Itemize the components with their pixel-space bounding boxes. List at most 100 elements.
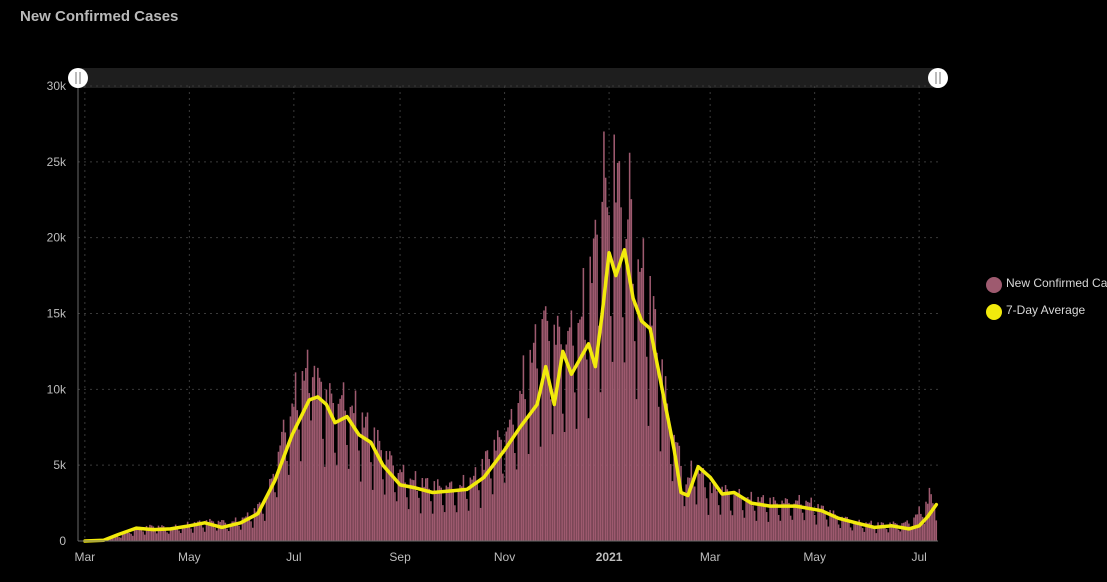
daily-bar	[438, 485, 441, 541]
range-handle-left[interactable]	[68, 68, 88, 88]
daily-bar	[454, 505, 456, 541]
daily-bar	[760, 497, 763, 541]
daily-bar	[899, 531, 902, 541]
daily-bar	[824, 512, 826, 541]
daily-bar	[548, 340, 550, 541]
daily-bar	[210, 520, 213, 541]
daily-bar	[209, 518, 211, 541]
daily-bar	[133, 529, 136, 541]
daily-bar	[908, 523, 910, 541]
daily-bar	[827, 526, 830, 541]
daily-bar	[769, 497, 771, 541]
daily-bar	[399, 469, 401, 541]
daily-bar	[214, 527, 216, 541]
legend-item-seven-day-average[interactable]: 7-Day Average	[986, 303, 1107, 320]
daily-bar	[174, 524, 177, 541]
daily-bar	[332, 402, 335, 541]
daily-bar	[784, 498, 787, 541]
daily-bar	[757, 496, 759, 541]
daily-bar	[135, 529, 138, 541]
daily-bar	[356, 433, 359, 541]
daily-bar	[219, 521, 221, 541]
daily-bar	[200, 524, 203, 541]
daily-bar	[700, 471, 703, 541]
daily-bar	[705, 498, 708, 541]
daily-bar	[709, 482, 711, 541]
daily-bar	[284, 432, 287, 541]
y-tick-label: 5k	[53, 458, 67, 472]
daily-bar	[488, 459, 490, 541]
daily-bar	[817, 504, 819, 541]
daily-bar	[435, 491, 437, 541]
daily-bar	[457, 490, 460, 541]
daily-bar	[180, 533, 182, 541]
daily-bar	[467, 510, 470, 541]
bar-swatch-icon	[986, 277, 1002, 293]
daily-bar	[484, 451, 487, 541]
daily-bar	[807, 501, 809, 541]
daily-bar	[531, 362, 533, 541]
daily-bar	[680, 465, 682, 541]
daily-bar	[870, 520, 872, 541]
daily-bar	[519, 390, 521, 541]
range-handle-right[interactable]	[928, 68, 948, 88]
daily-bar	[587, 418, 590, 541]
range-scrollbar-track[interactable]	[78, 68, 938, 88]
daily-bar	[592, 238, 595, 541]
daily-bar	[334, 452, 336, 541]
daily-bar	[421, 478, 424, 541]
daily-bar	[198, 520, 201, 541]
daily-bar	[347, 468, 350, 541]
daily-bar	[839, 528, 842, 541]
daily-bar	[466, 498, 468, 541]
daily-bar	[812, 510, 814, 541]
daily-bar	[659, 451, 662, 541]
daily-bar	[186, 521, 189, 541]
daily-bar	[611, 361, 614, 541]
y-tick-label: 25k	[47, 155, 67, 169]
legend-item-new-cases[interactable]: New Confirmed Cases	[986, 276, 1107, 293]
daily-bar	[647, 425, 650, 541]
daily-bar	[520, 393, 523, 541]
daily-bar	[436, 479, 439, 541]
daily-bar	[681, 492, 684, 541]
daily-bar	[404, 482, 406, 541]
daily-bar	[371, 489, 374, 541]
daily-bar	[572, 345, 574, 541]
daily-bar	[147, 528, 150, 541]
daily-bar	[395, 501, 398, 541]
daily-bar	[695, 504, 698, 541]
daily-bar	[661, 359, 663, 541]
daily-bar	[841, 516, 843, 541]
daily-bar	[887, 532, 890, 541]
daily-bar	[663, 395, 665, 541]
daily-bar	[390, 455, 393, 541]
daily-bar	[358, 450, 360, 541]
daily-bar	[430, 501, 432, 541]
daily-bar	[337, 403, 340, 541]
daily-bar	[426, 478, 429, 541]
daily-bar	[594, 219, 597, 541]
daily-bar	[913, 517, 915, 541]
daily-bar	[755, 520, 758, 541]
daily-bar	[279, 445, 281, 541]
daily-bar	[385, 450, 388, 541]
daily-bar	[800, 504, 802, 541]
daily-bar	[796, 500, 799, 541]
daily-bar	[500, 439, 502, 541]
daily-bar	[217, 520, 220, 541]
daily-bar	[286, 460, 288, 541]
daily-bar	[752, 505, 754, 541]
daily-bar	[735, 493, 737, 541]
daily-bar	[591, 283, 593, 541]
daily-bar	[229, 523, 232, 541]
daily-bar	[159, 527, 162, 541]
daily-bar	[793, 503, 795, 541]
daily-bar	[935, 520, 938, 541]
daily-bar	[282, 419, 285, 541]
daily-bar	[255, 511, 257, 541]
daily-bar	[245, 516, 247, 541]
daily-bar	[464, 489, 466, 541]
daily-bar	[930, 494, 932, 541]
daily-bar	[150, 525, 153, 541]
